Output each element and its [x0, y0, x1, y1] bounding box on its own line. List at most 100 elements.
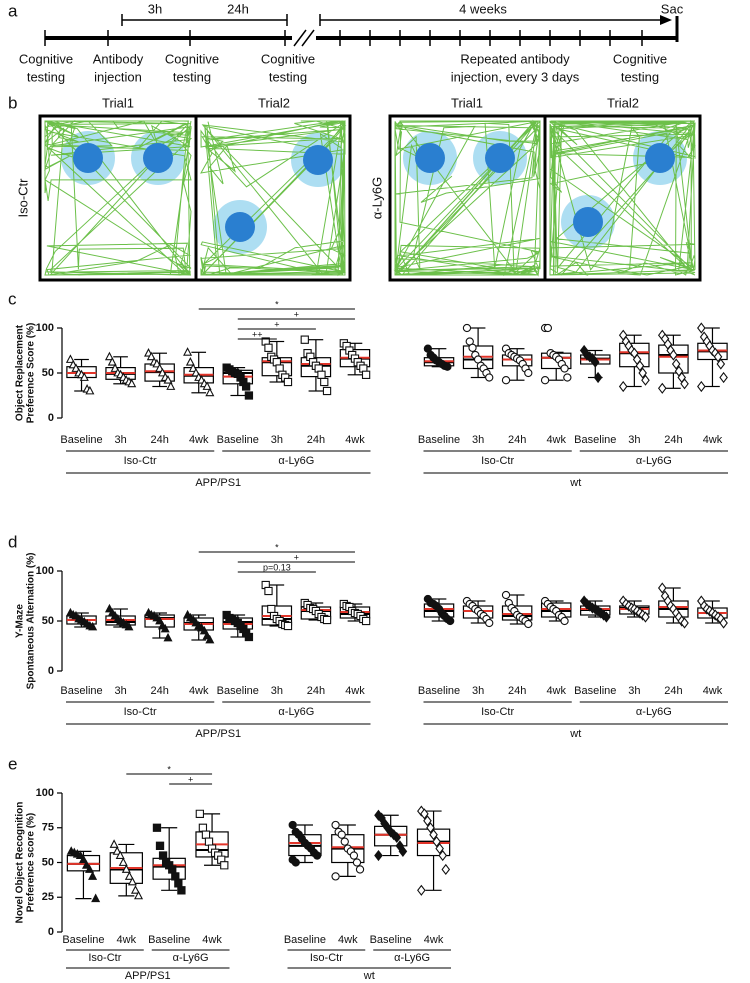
subgroup-label: α-Ly6G: [173, 952, 209, 964]
box: [152, 857, 186, 880]
data-point: [220, 861, 229, 870]
data-point: [204, 837, 214, 846]
y-axis-label: Spontaneous Alternation (%): [26, 553, 37, 690]
data-point: [264, 343, 273, 352]
data-point: [697, 380, 706, 393]
data-point: [115, 850, 125, 859]
category-label: 24h: [664, 685, 682, 697]
data-point: [127, 876, 137, 886]
group-label: APP/PS1: [125, 970, 171, 982]
category-label: 4wk: [546, 434, 566, 446]
data-point: [155, 841, 165, 850]
data-point: [602, 611, 611, 623]
data-point: [462, 323, 472, 333]
data-point: [81, 860, 92, 869]
group-label: wt: [569, 728, 581, 740]
data-point: [716, 358, 726, 370]
category-label: 24h: [508, 685, 526, 697]
data-point: [91, 893, 101, 903]
significance-label: *: [275, 542, 279, 552]
data-point: [657, 382, 667, 394]
group-label: APP/PS1: [195, 477, 241, 489]
data-point: [671, 358, 681, 370]
arenas: [38, 114, 702, 282]
data-point: [205, 634, 215, 644]
data-point: [85, 864, 95, 873]
data-point: [166, 381, 176, 390]
group-label: α-Ly6G: [369, 177, 384, 219]
data-point: [152, 823, 162, 832]
timeline-panel: a 3h 24h 4 weeks Sac Cognitive testing A…: [8, 1, 684, 84]
data-point: [109, 839, 119, 848]
data-point: [121, 864, 131, 873]
data-point: [283, 377, 293, 387]
data-point: [593, 371, 603, 384]
category-label: 4wk: [546, 685, 566, 697]
subgroup-label: α-Ly6G: [278, 455, 314, 467]
subgroup-label: Iso-Ctr: [310, 952, 343, 964]
data-point: [199, 625, 209, 635]
trial-label: Trial2: [607, 95, 639, 110]
y-tick-label: 75: [42, 822, 54, 834]
category-label: Baseline: [284, 934, 326, 946]
data-point: [669, 349, 678, 361]
y-axis-label: Preference score (%): [26, 813, 37, 913]
category-label: Baseline: [60, 434, 102, 446]
data-point: [195, 809, 204, 818]
subgroup-label: α-Ly6G: [636, 455, 672, 467]
data-point: [524, 619, 533, 629]
data-point: [205, 387, 215, 397]
data-point: [183, 347, 193, 356]
category-label: 3h: [472, 685, 484, 697]
data-point: [65, 354, 75, 363]
data-point: [331, 872, 340, 881]
data-point: [171, 872, 180, 881]
break-mark: [301, 29, 315, 47]
track: [44, 120, 193, 276]
data-point: [124, 871, 134, 880]
significance-label: +: [188, 774, 193, 784]
data-point: [618, 380, 628, 393]
y-tick-label: 0: [48, 412, 54, 424]
category-label: 3h: [114, 434, 126, 446]
time-label: Sac: [661, 1, 684, 16]
trial-label: Trial2: [258, 95, 290, 110]
panel-letter: a: [8, 1, 18, 20]
box-chart: d Y-Maze Spontaneous Alternation (%) 0 50 100…: [8, 532, 728, 740]
data-point: [283, 621, 293, 631]
data-point: [127, 378, 137, 388]
data-point: [435, 843, 444, 855]
category-label: Baseline: [217, 434, 259, 446]
data-point: [71, 363, 81, 372]
y-tick-label: 0: [48, 926, 54, 938]
data-point: [163, 632, 173, 642]
track: [549, 119, 696, 276]
data-point: [697, 322, 706, 334]
category-label: 24h: [508, 434, 526, 446]
data-point: [468, 343, 477, 352]
subgroup-label: α-Ly6G: [394, 952, 430, 964]
break-mark: [293, 29, 307, 47]
data-point: [322, 615, 332, 625]
box: [619, 342, 650, 368]
data-point: [501, 376, 511, 385]
category-label: Baseline: [60, 685, 102, 697]
data-point: [288, 820, 297, 830]
track: [200, 120, 347, 277]
category-label: Baseline: [574, 685, 616, 697]
category-label: Baseline: [62, 934, 104, 946]
category-label: Baseline: [418, 685, 460, 697]
data-point: [638, 367, 647, 379]
data-point: [443, 362, 452, 371]
data-point: [560, 364, 569, 373]
data-point: [160, 623, 170, 633]
subgroup-label: α-Ly6G: [278, 706, 314, 718]
time-label: 3h: [148, 1, 162, 16]
panel-letter: e: [8, 754, 17, 773]
data-point: [88, 621, 98, 631]
data-point: [590, 356, 600, 368]
event-label: Cognitive: [261, 51, 315, 66]
data-point: [398, 845, 408, 857]
data-point: [300, 335, 309, 344]
panel-letter: c: [8, 289, 17, 308]
